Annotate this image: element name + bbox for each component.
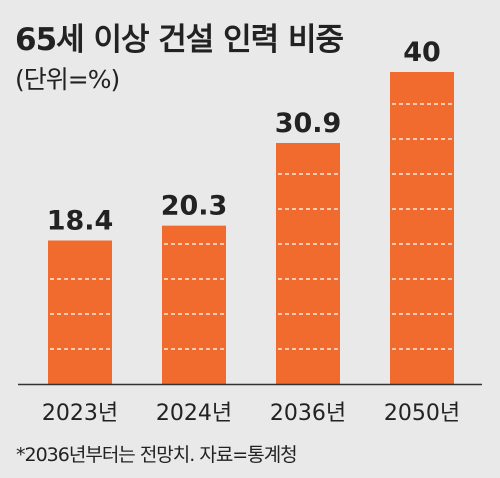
value-label-1: 20.3 bbox=[161, 191, 228, 222]
bar-0 bbox=[48, 240, 112, 384]
chart-subtitle: (단위=%) bbox=[15, 65, 120, 94]
x-tick-label-1: 2024년 bbox=[156, 401, 232, 426]
value-label-2: 30.9 bbox=[275, 108, 342, 139]
bar-1 bbox=[162, 225, 226, 384]
chart-footnote: *2036년부터는 전망치. 자료=통계청 bbox=[16, 444, 298, 466]
x-tick-label-2: 2036년 bbox=[270, 401, 346, 426]
bar-2 bbox=[276, 142, 340, 384]
chart-title: 65세 이상 건설 인력 비중 bbox=[15, 22, 344, 58]
x-tick-label-0: 2023년 bbox=[42, 401, 118, 426]
x-tick-label-3: 2050년 bbox=[384, 401, 460, 426]
value-label-3: 40 bbox=[403, 37, 441, 68]
value-label-0: 18.4 bbox=[47, 205, 114, 236]
bar-3 bbox=[390, 72, 454, 384]
